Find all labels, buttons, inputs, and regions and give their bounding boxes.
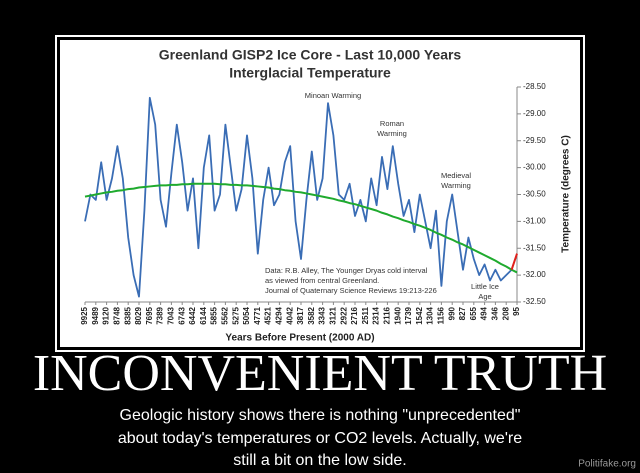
x-tick-label: 4294 (275, 306, 284, 324)
y-tick-label: -29.00 (523, 109, 546, 118)
y-tick-label: -30.00 (523, 163, 546, 172)
y-tick-label: -30.50 (523, 190, 546, 199)
chart-subtitle: Interglacial Temperature (229, 65, 391, 81)
headline: INCONVENIENT TRUTH (33, 345, 607, 402)
x-tick-label: 1542 (415, 306, 424, 324)
caption-line: still a bit on the low side. (233, 452, 406, 469)
watermark: Politifake.org (578, 459, 636, 470)
annotation: Warming (377, 129, 407, 138)
x-tick-label: 3817 (296, 306, 305, 324)
x-tick-label: 8029 (134, 306, 143, 324)
x-tick-label: 346 (491, 306, 500, 320)
x-tick-label: 4042 (285, 306, 294, 324)
x-tick-label: 1940 (393, 306, 402, 324)
x-tick-label: 1304 (426, 306, 435, 324)
series-line (84, 96, 513, 298)
annotation: Roman (380, 119, 404, 128)
annotation: Age (478, 292, 491, 301)
x-tick-label: 4771 (253, 306, 262, 324)
x-tick-label: 6743 (177, 306, 186, 324)
y-tick-label: -31.00 (523, 216, 546, 225)
x-tick-label: 6144 (199, 306, 208, 324)
y-tick-label: -32.50 (523, 297, 546, 306)
x-tick-label: 2716 (350, 306, 359, 324)
x-tick-label: 7043 (167, 306, 176, 324)
x-tick-label: 5275 (231, 306, 240, 324)
annotation: Medieval (441, 171, 471, 180)
x-tick-label: 655 (469, 306, 478, 320)
x-tick-label: 9489 (91, 306, 100, 324)
x-tick-label: 208 (501, 306, 510, 320)
caption-line: Geologic history shows there is nothing … (120, 407, 521, 424)
x-tick-label: 5855 (210, 306, 219, 324)
x-tick-label: 5562 (221, 306, 230, 324)
chart-title: Greenland GISP2 Ice Core - Last 10,000 Y… (159, 47, 462, 63)
annotation: Little Ice (471, 282, 499, 291)
x-tick-label: 3582 (307, 306, 316, 324)
series-line (510, 253, 518, 271)
x-tick-label: 95 (512, 306, 521, 315)
x-tick-label: 2922 (339, 306, 348, 324)
x-tick-label: 4521 (264, 306, 273, 324)
y-tick-label: -28.50 (523, 82, 546, 91)
x-tick-label: 1156 (437, 306, 446, 324)
x-tick-label: 9925 (80, 306, 89, 324)
x-tick-label: 3343 (318, 306, 327, 324)
series-line (84, 182, 518, 274)
x-tick-label: 7389 (156, 306, 165, 324)
caption-line: about today's temperatures or CO2 levels… (118, 430, 522, 447)
x-tick-label: 2314 (372, 306, 381, 324)
y-tick-label: -32.00 (523, 270, 546, 279)
x-tick-label: 1739 (404, 306, 413, 324)
x-tick-label: 827 (458, 306, 467, 320)
annotation: Minoan Warming (305, 91, 361, 100)
x-tick-label: 6442 (188, 306, 197, 324)
y-axis-title: Temperature (degrees C) (561, 135, 572, 253)
y-tick-label: -29.50 (523, 136, 546, 145)
x-tick-label: 2116 (383, 306, 392, 324)
annotation: as viewed from central Greenland. (265, 276, 379, 285)
y-tick-label: -31.50 (523, 243, 546, 252)
annotation: Warming (441, 181, 471, 190)
x-tick-label: 5054 (242, 306, 251, 324)
annotation: Data: R.B. Alley, The Younger Dryas cold… (265, 266, 428, 275)
frame (55, 35, 585, 352)
annotation: Journal of Quaternary Science Reviews 19… (265, 286, 437, 295)
x-tick-label: 2511 (361, 306, 370, 324)
x-tick-label: 9120 (102, 306, 111, 324)
x-tick-label: 8748 (113, 306, 122, 324)
x-tick-label: 8385 (123, 306, 132, 324)
x-tick-label: 494 (480, 306, 489, 320)
x-tick-label: 3121 (329, 306, 338, 324)
chart-panel (60, 40, 580, 347)
x-axis-title: Years Before Present (2000 AD) (225, 333, 374, 344)
x-tick-label: 990 (447, 306, 456, 320)
x-tick-label: 7695 (145, 306, 154, 324)
